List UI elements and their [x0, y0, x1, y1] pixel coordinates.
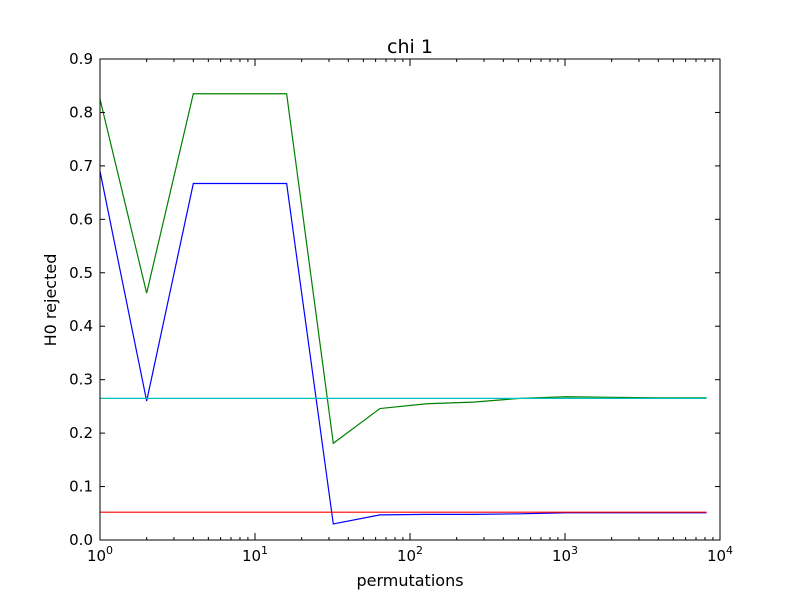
y-tick-label: 0.8 — [69, 103, 93, 121]
x-tick-label: 103 — [552, 544, 578, 565]
y-tick-label: 0.1 — [69, 478, 93, 496]
x-tick-label: 100 — [87, 544, 113, 565]
x-tick-label: 101 — [242, 544, 268, 565]
y-tick-label: 0.3 — [69, 371, 93, 389]
series-line-0 — [99, 93, 707, 445]
y-axis-label: H0 rejected — [41, 254, 60, 347]
y-tick-label: 0.2 — [69, 424, 93, 442]
y-tick-label: 0.9 — [69, 50, 93, 68]
y-tick-label: 0.7 — [69, 157, 93, 175]
plot-frame — [99, 58, 721, 541]
plot-area — [100, 59, 720, 540]
x-tick-label: 102 — [397, 544, 423, 565]
chart-title: chi 1 — [387, 36, 433, 58]
x-axis-label: permutations — [356, 571, 463, 590]
ticks-layer: 0.0 0.1 0.2 0.3 0.4 0.5 0.6 0.7 0.8 0.9 100 101 102 1… — [69, 50, 733, 565]
y-tick-label: 0.6 — [69, 210, 93, 228]
series-layer — [99, 93, 707, 525]
x-tick-label: 104 — [707, 544, 733, 565]
y-tick-label: 0.4 — [69, 317, 93, 335]
y-tick-label: 0.5 — [69, 264, 93, 282]
y-tick-label: 0.0 — [69, 531, 93, 549]
